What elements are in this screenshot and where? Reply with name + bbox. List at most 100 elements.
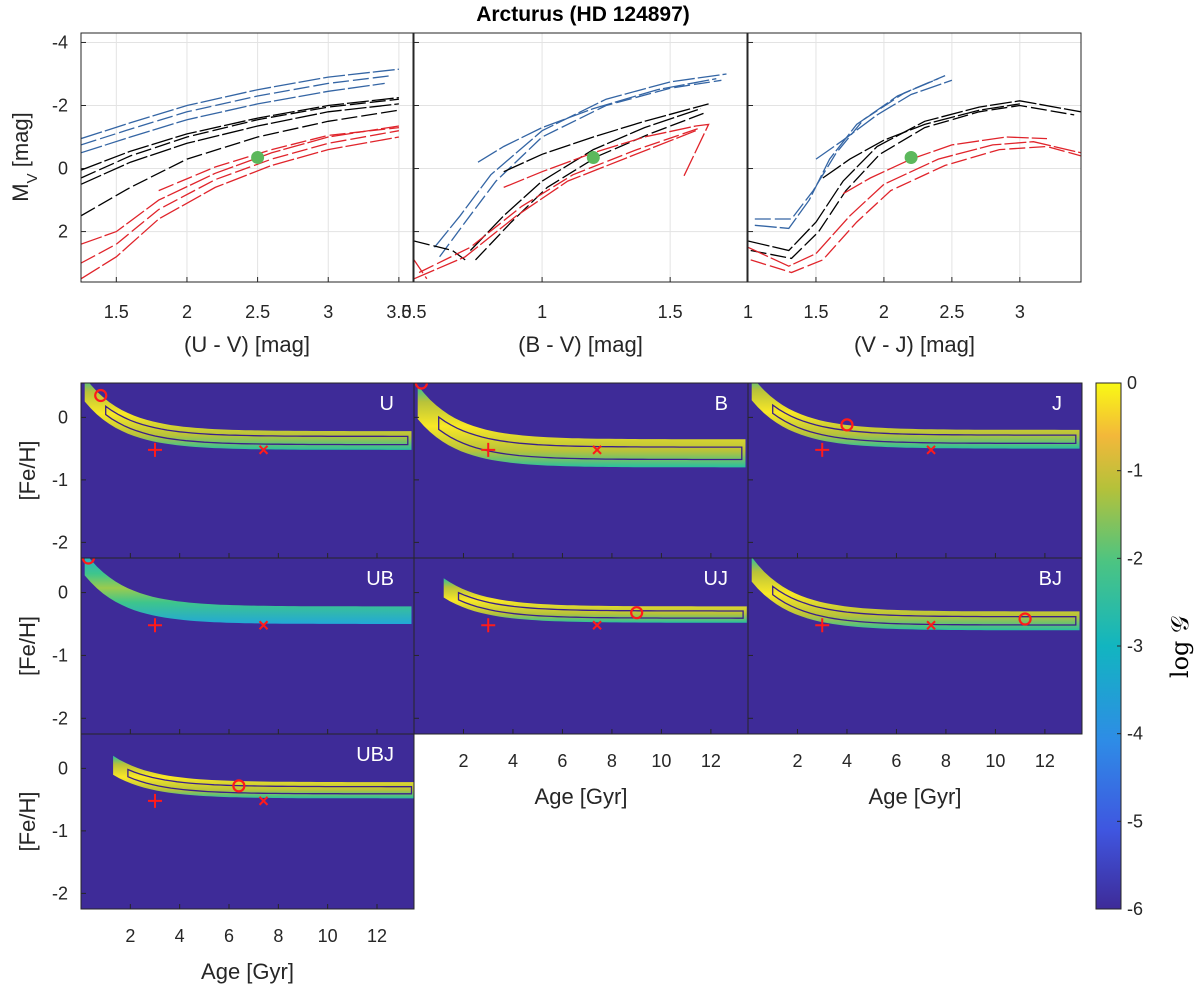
- y-tick-label: -1: [52, 470, 68, 490]
- x-tick-label: 1: [743, 302, 753, 322]
- map-background: [414, 383, 748, 558]
- x-tick-label: 1.5: [803, 302, 828, 322]
- figure-title: Arcturus (HD 124897): [476, 3, 690, 26]
- y-axis-label-sub: V: [24, 173, 41, 183]
- likelihood-contour: [772, 585, 1077, 626]
- panel-label: UB: [366, 568, 394, 590]
- colorbar-tick-label: -3: [1127, 636, 1143, 656]
- y-tick-label: -2: [52, 532, 68, 552]
- young-isochrone-line: [815, 79, 953, 160]
- x-tick-label: 2.5: [939, 302, 964, 322]
- map-panel-U: 0 -1 -2 U: [52, 382, 415, 559]
- x-tick-label: 8: [607, 751, 617, 771]
- colorbar-tick-label: 0: [1127, 373, 1137, 393]
- map-content: [113, 755, 414, 808]
- map-content: [81, 558, 412, 633]
- colorbar-gradient: [1095, 382, 1122, 910]
- old-isochrone-line: [81, 136, 400, 280]
- axes-box: [413, 32, 748, 283]
- x-tick-label: 1.5: [658, 302, 683, 322]
- y-tick-label: -4: [52, 32, 68, 52]
- y-axis-label: [Fe/H]: [15, 616, 40, 676]
- arcturus-marker: [251, 151, 265, 164]
- isochrones: [81, 68, 400, 280]
- colorbar-tick-label: -2: [1127, 548, 1143, 568]
- y-axis-label: [Fe/H]: [15, 792, 40, 852]
- map-panel-B: B: [413, 382, 749, 559]
- likelihood-band: [751, 558, 1080, 631]
- likelihood-band: [84, 383, 412, 450]
- reference-plus-marker: [815, 618, 830, 633]
- map-panel-BJ: BJ 2 4 6 8 10 12 Age [Gyr]: [747, 557, 1083, 809]
- map-background: [81, 558, 414, 734]
- cmd-v-j-panel: 1 1.5 2 2.5 3 (V - J) [mag]: [743, 32, 1082, 357]
- axes-box: [747, 557, 1083, 735]
- x-tick-label: 12: [1035, 751, 1055, 771]
- colorbar-tick-label: -1: [1127, 461, 1143, 481]
- intermediate-isochrone-line: [503, 103, 709, 173]
- best-fit-marker: [630, 606, 644, 620]
- y-tick-label: -1: [52, 645, 68, 665]
- old-isochrone-line: [158, 126, 399, 192]
- old-isochrone-line: [418, 126, 702, 274]
- young-isochrone-line: [81, 74, 392, 146]
- young-isochrone-line: [477, 78, 717, 163]
- map-panel-J: J: [747, 382, 1083, 559]
- young-isochrone-line: [433, 73, 727, 248]
- x-tick-label: 3.5: [386, 302, 411, 322]
- reference-x-marker: [926, 620, 936, 630]
- isochrones: [748, 75, 1081, 274]
- intermediate-isochrone-line: [81, 109, 400, 217]
- x-tick-label: 10: [985, 751, 1005, 771]
- intermediate-isochrone-line: [81, 98, 399, 179]
- best-fit-marker: [840, 418, 854, 432]
- x-tick-label: 10: [318, 926, 338, 946]
- map-background: [81, 383, 414, 558]
- colorbar-label: log 𝒢: [1166, 616, 1194, 678]
- x-tick-label: 1.5: [104, 302, 129, 322]
- panel-label: UBJ: [356, 744, 394, 766]
- young-isochrone-line: [439, 79, 722, 258]
- old-isochrone-line: [81, 125, 399, 245]
- x-tick-label: 12: [367, 926, 387, 946]
- arcturus-marker: [904, 151, 918, 164]
- reference-x-marker: [592, 620, 602, 630]
- x-tick-label: 4: [842, 751, 852, 771]
- likelihood-contour: [457, 591, 744, 619]
- likelihood-contour: [438, 415, 743, 461]
- x-tick-label: 6: [224, 926, 234, 946]
- isochrones: [414, 73, 727, 280]
- likelihood-band: [113, 755, 414, 799]
- best-fit-marker: [81, 558, 95, 565]
- x-tick-label: 6: [891, 751, 901, 771]
- x-tick-label: 3: [323, 302, 333, 322]
- map-content: [414, 383, 746, 468]
- x-tick-label: 2: [879, 302, 889, 322]
- old-isochrone-line: [503, 123, 710, 189]
- x-tick-label: 12: [701, 751, 721, 771]
- x-axis-label: (V - J) [mag]: [854, 332, 975, 357]
- reference-x-marker: [258, 796, 269, 806]
- x-tick-label: 2: [182, 302, 192, 322]
- x-axis-label: Age [Gyr]: [535, 784, 628, 809]
- map-content: [751, 383, 1080, 457]
- x-tick-label: 2: [792, 751, 802, 771]
- y-tick-label: 0: [58, 758, 68, 778]
- y-axis-label: [Fe/H]: [15, 441, 40, 501]
- map-content: [84, 383, 412, 457]
- likelihood-band: [84, 558, 412, 624]
- x-axis-label: (B - V) [mag]: [518, 332, 643, 357]
- x-tick-label: 6: [557, 751, 567, 771]
- y-axis-label-unit: [mag]: [8, 112, 33, 173]
- colorbar-tick-label: -5: [1127, 811, 1143, 831]
- likelihood-contour: [772, 403, 1077, 445]
- map-panel-UBJ: 0 -1 -2 UBJ 2 4 6 8 10 12 Age [Gyr]: [52, 733, 415, 984]
- reference-plus-marker: [481, 618, 496, 633]
- reference-x-marker: [258, 445, 269, 455]
- best-fit-marker: [414, 383, 429, 390]
- young-isochrone-line: [81, 82, 385, 154]
- old-isochrone-line: [414, 130, 697, 280]
- intermediate-isochrone-line: [822, 103, 1020, 179]
